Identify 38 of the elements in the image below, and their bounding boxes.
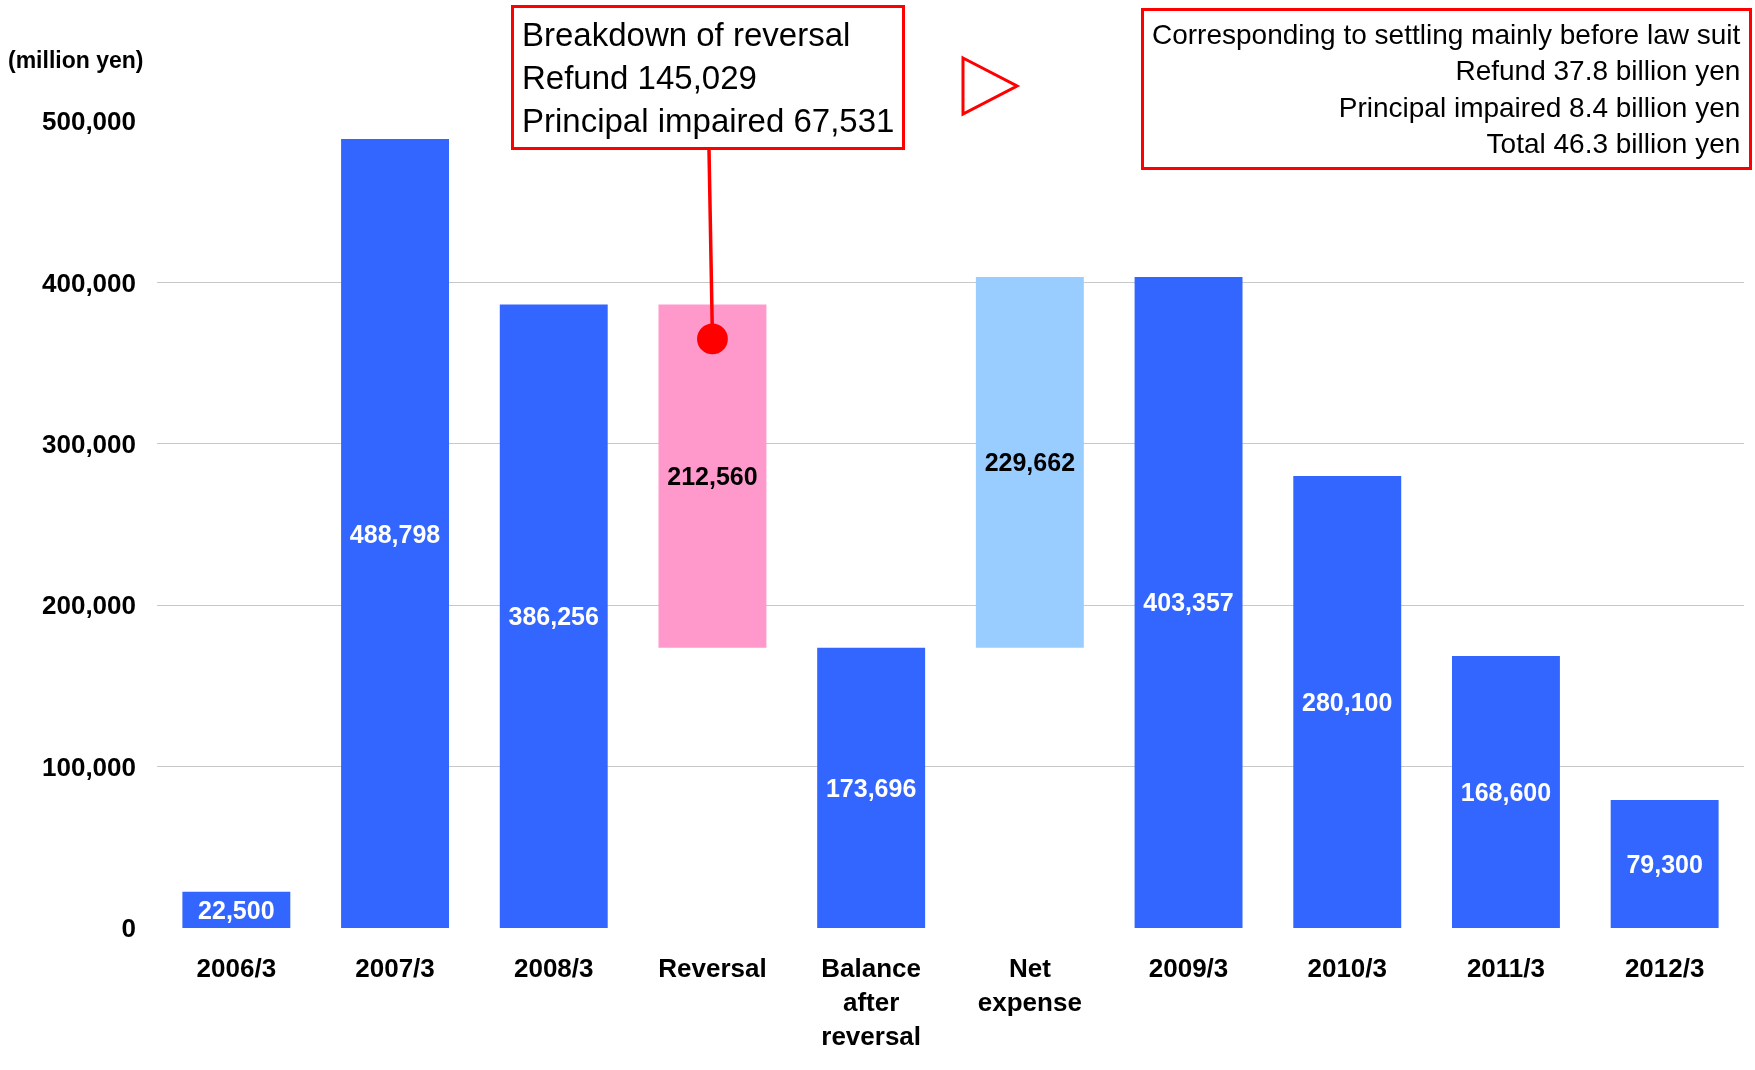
x-tick-label: Reversal bbox=[658, 953, 767, 983]
annotation: Breakdown of reversal Refund 145,029 Principal impaired 67,531 bbox=[522, 16, 895, 139]
x-tick-label: 2012/3 bbox=[1624, 953, 1705, 983]
y-tick-label: 100,000 bbox=[42, 751, 136, 782]
x-tick-label: 2008/3 bbox=[513, 953, 594, 983]
data-label: 212,560 bbox=[667, 462, 758, 491]
data-label: 280,100 bbox=[1302, 687, 1393, 716]
bar bbox=[499, 304, 608, 928]
data-label: 168,600 bbox=[1460, 777, 1552, 806]
bar bbox=[341, 139, 450, 928]
data-label: 229,662 bbox=[984, 448, 1076, 477]
bar bbox=[1451, 655, 1560, 928]
x-tick-label: Balance after reversal bbox=[821, 953, 922, 1051]
bar bbox=[658, 304, 767, 648]
x-tick-label: 2006/3 bbox=[196, 953, 277, 983]
bar bbox=[1293, 475, 1402, 928]
x-tick-label: Net expense bbox=[977, 953, 1082, 1017]
x-tick-label: 2007/3 bbox=[355, 953, 435, 983]
data-label: 22,500 bbox=[198, 895, 275, 924]
x-tick-label: 2011/3 bbox=[1466, 953, 1545, 983]
annotation: Corresponding to settling mainly before law suit Refund 37.8 billion yen Principal impaired 8.4 billion yen Total 46.3 billion yen bbox=[1152, 19, 1741, 160]
data-label: 173,696 bbox=[825, 773, 917, 802]
bar bbox=[817, 647, 926, 928]
bar bbox=[1610, 800, 1719, 928]
data-label: 488,798 bbox=[349, 519, 441, 548]
x-tick-label: 2009/3 bbox=[1148, 953, 1229, 983]
y-tick-label: 400,000 bbox=[42, 267, 136, 298]
data-label: 79,300 bbox=[1626, 850, 1703, 879]
y-tick-label: 300,000 bbox=[42, 428, 136, 459]
data-label: 386,256 bbox=[508, 602, 599, 631]
y-tick-label: 500,000 bbox=[42, 106, 136, 137]
x-tick-label: 2010/3 bbox=[1307, 953, 1388, 983]
data-label: 403,357 bbox=[1143, 588, 1234, 617]
bar bbox=[1134, 276, 1243, 928]
y-axis-title: (million yen) bbox=[8, 47, 144, 73]
y-tick-label: 200,000 bbox=[42, 590, 136, 621]
y-tick-label: 0 bbox=[121, 913, 136, 944]
bar bbox=[975, 276, 1084, 648]
